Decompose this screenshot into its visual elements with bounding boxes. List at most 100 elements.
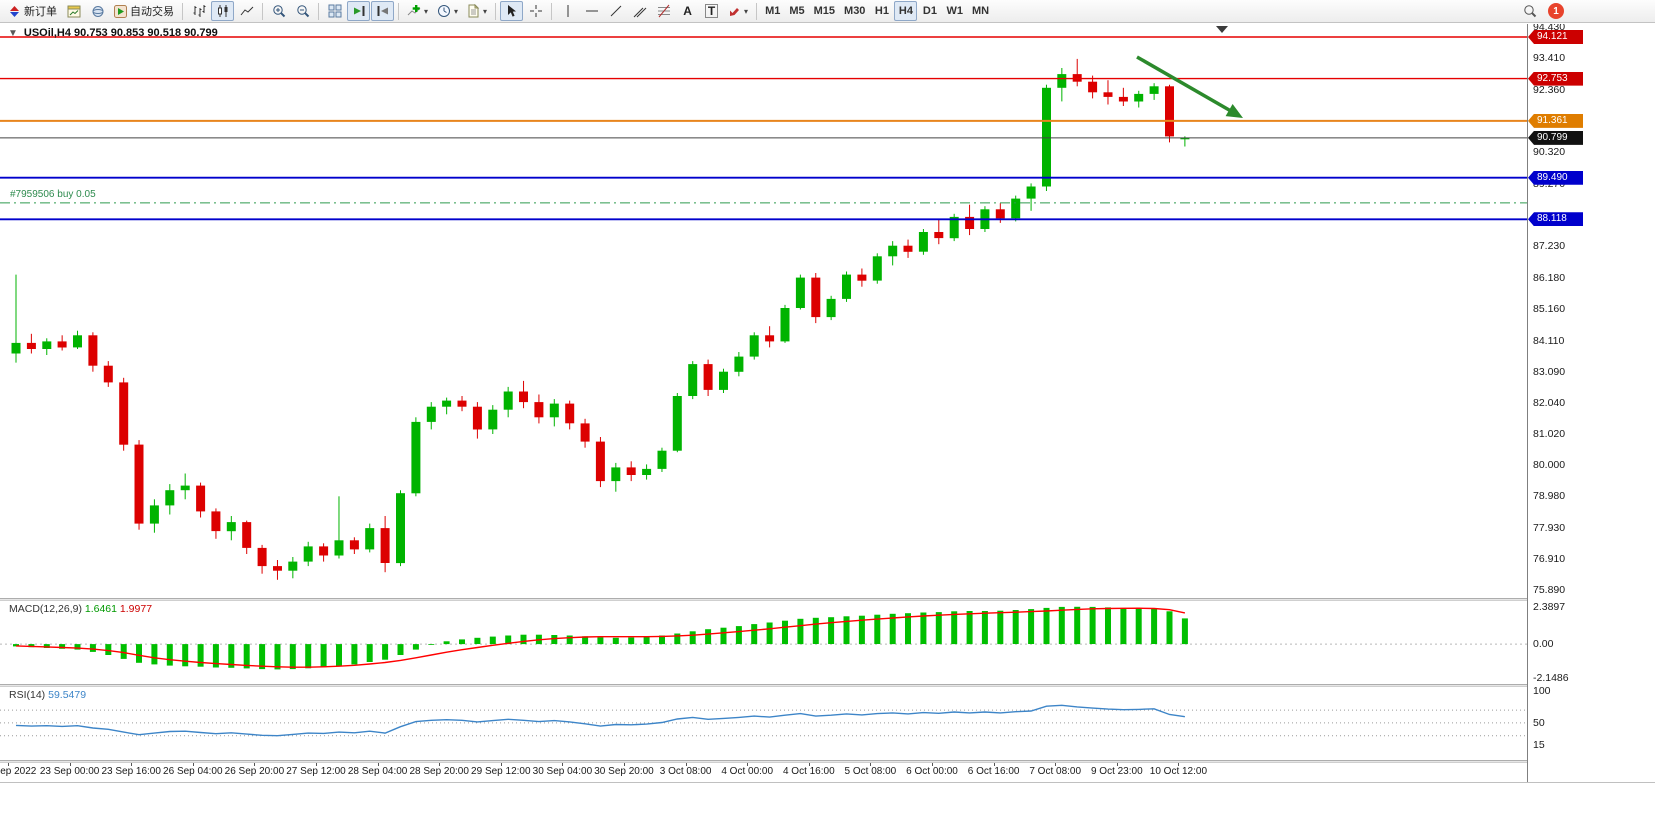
zoom-in-button[interactable] [267,1,290,21]
text-label-tool[interactable]: T [700,1,723,21]
cursor-icon [508,5,517,17]
time-label: 22 Sep 2022 [0,766,37,777]
autotrading-label: 自动交易 [130,6,174,18]
auto-scroll-button[interactable] [347,1,370,21]
charts-window-button[interactable] [62,1,85,21]
templates-caret: ▾ [483,6,488,16]
indicators-icon [407,5,421,16]
line-chart-button[interactable] [235,1,258,21]
channel-tool[interactable] [628,1,651,21]
price-tick-label: 81.020 [1533,428,1566,441]
vertical-line-icon [567,5,569,17]
timeframe-button-H1[interactable]: H1 [870,1,893,21]
new-order-label: 新订单 [24,6,57,18]
search-button[interactable] [1518,1,1541,21]
price-badge-90.799: 90.799 [1528,130,1583,145]
indicators-button[interactable]: ▾ [403,1,432,21]
periods-clock-icon [438,5,451,17]
tile-windows-button[interactable] [323,1,346,21]
toolbar-separator [318,2,319,20]
time-label: 23 Sep 16:00 [101,766,161,777]
profiles-icon [92,5,103,17]
macd-histogram [13,606,1188,670]
vertical-line-tool[interactable] [556,1,579,21]
time-tick [131,763,133,766]
zoom-in-icon [272,5,285,18]
rsi-label: RSI(14) 59.5479 [9,689,86,701]
time-label: 27 Sep 12:00 [286,766,346,777]
price-tick-label: 93.410 [1533,52,1566,65]
trendline-tool[interactable] [604,1,627,21]
rsi-canvas[interactable] [0,687,1527,760]
timeframe-button-M30[interactable]: M30 [840,1,869,21]
periods-button[interactable]: ▾ [433,1,462,21]
price-badge-88.118: 88.118 [1528,212,1583,227]
candlestick-chart-button[interactable] [211,1,234,21]
time-tick [500,763,502,766]
trend-arrow-line[interactable] [1136,55,1237,116]
timeframe-button-W1[interactable]: W1 [942,1,967,21]
profiles-button[interactable] [86,1,109,21]
timeframe-button-M15[interactable]: M15 [810,1,839,21]
timeframe-button-H4[interactable]: H4 [894,1,918,21]
rsi-line [15,704,1185,737]
rsi-axis-label: 15 [1533,739,1545,752]
bottom-border [0,782,1655,783]
panel-separator-rsi[interactable] [0,684,1655,687]
time-tick [870,763,872,766]
price-axis[interactable]: 94.43093.41092.36090.32089.27087.23086.1… [1528,24,1655,782]
bar-chart-button[interactable] [187,1,210,21]
timeframe-button-M5[interactable]: M5 [785,1,808,21]
one-click-trading-arrow[interactable]: ▼ [8,27,18,39]
bar-chart-icon [193,5,205,17]
position-label[interactable]: #7959506 buy 0.05 [10,189,96,200]
notification-badge[interactable]: 1 [1548,3,1564,19]
zoom-out-icon [296,5,309,18]
bottom-area [0,783,1655,826]
horizontal-line-tool[interactable] [580,1,603,21]
templates-button[interactable]: ▾ [463,1,491,21]
new-order-button[interactable]: 新订单 [4,1,61,21]
toolbar-separator [262,2,263,20]
price-badge-94.121: 94.121 [1528,30,1583,44]
price-chart-canvas[interactable] [0,24,1527,598]
arrows-tool[interactable]: ▾ [724,1,752,21]
time-label: 30 Sep 20:00 [594,766,654,777]
crosshair-button[interactable] [524,1,547,21]
timeframe-button-D1[interactable]: D1 [918,1,941,21]
time-tick [1116,763,1118,766]
price-tick-label: 75.890 [1533,584,1566,597]
zoom-out-button[interactable] [291,1,314,21]
time-label: 4 Oct 00:00 [721,766,774,777]
time-label: 29 Sep 12:00 [471,766,531,777]
price-tick-label: 78.980 [1533,490,1566,503]
macd-canvas[interactable] [0,601,1527,684]
autotrading-icon [114,4,127,18]
text-tool[interactable]: A [676,1,699,21]
text-tool-label: A [683,4,692,18]
panel-separator-macd[interactable] [0,598,1655,601]
fibonacci-tool[interactable] [652,1,675,21]
rsi-title: RSI(14) [9,689,46,701]
timeframe-button-MN[interactable]: MN [968,1,993,21]
trend-arrow-head[interactable] [1225,104,1243,118]
time-tick [685,763,687,766]
autotrading-button[interactable]: 自动交易 [110,1,178,21]
time-tick [1178,763,1180,766]
time-label: 26 Sep 04:00 [163,766,223,777]
timeframe-button-M1[interactable]: M1 [761,1,784,21]
time-label: 23 Sep 00:00 [39,766,100,777]
chart-shift-button[interactable] [371,1,394,21]
macd-label: MACD(12,26,9) 1.6461 1.9977 [9,603,152,615]
candlestick-chart-icon [217,5,227,17]
time-tick [254,763,256,766]
price-tick-label: 77.930 [1533,522,1566,535]
cursor-button[interactable] [500,1,524,21]
time-tick [439,763,441,766]
chart-shift-marker[interactable] [1216,26,1228,33]
arrows-caret: ▾ [744,6,749,16]
time-tick [562,763,564,766]
price-tick-label: 84.110 [1533,334,1565,347]
